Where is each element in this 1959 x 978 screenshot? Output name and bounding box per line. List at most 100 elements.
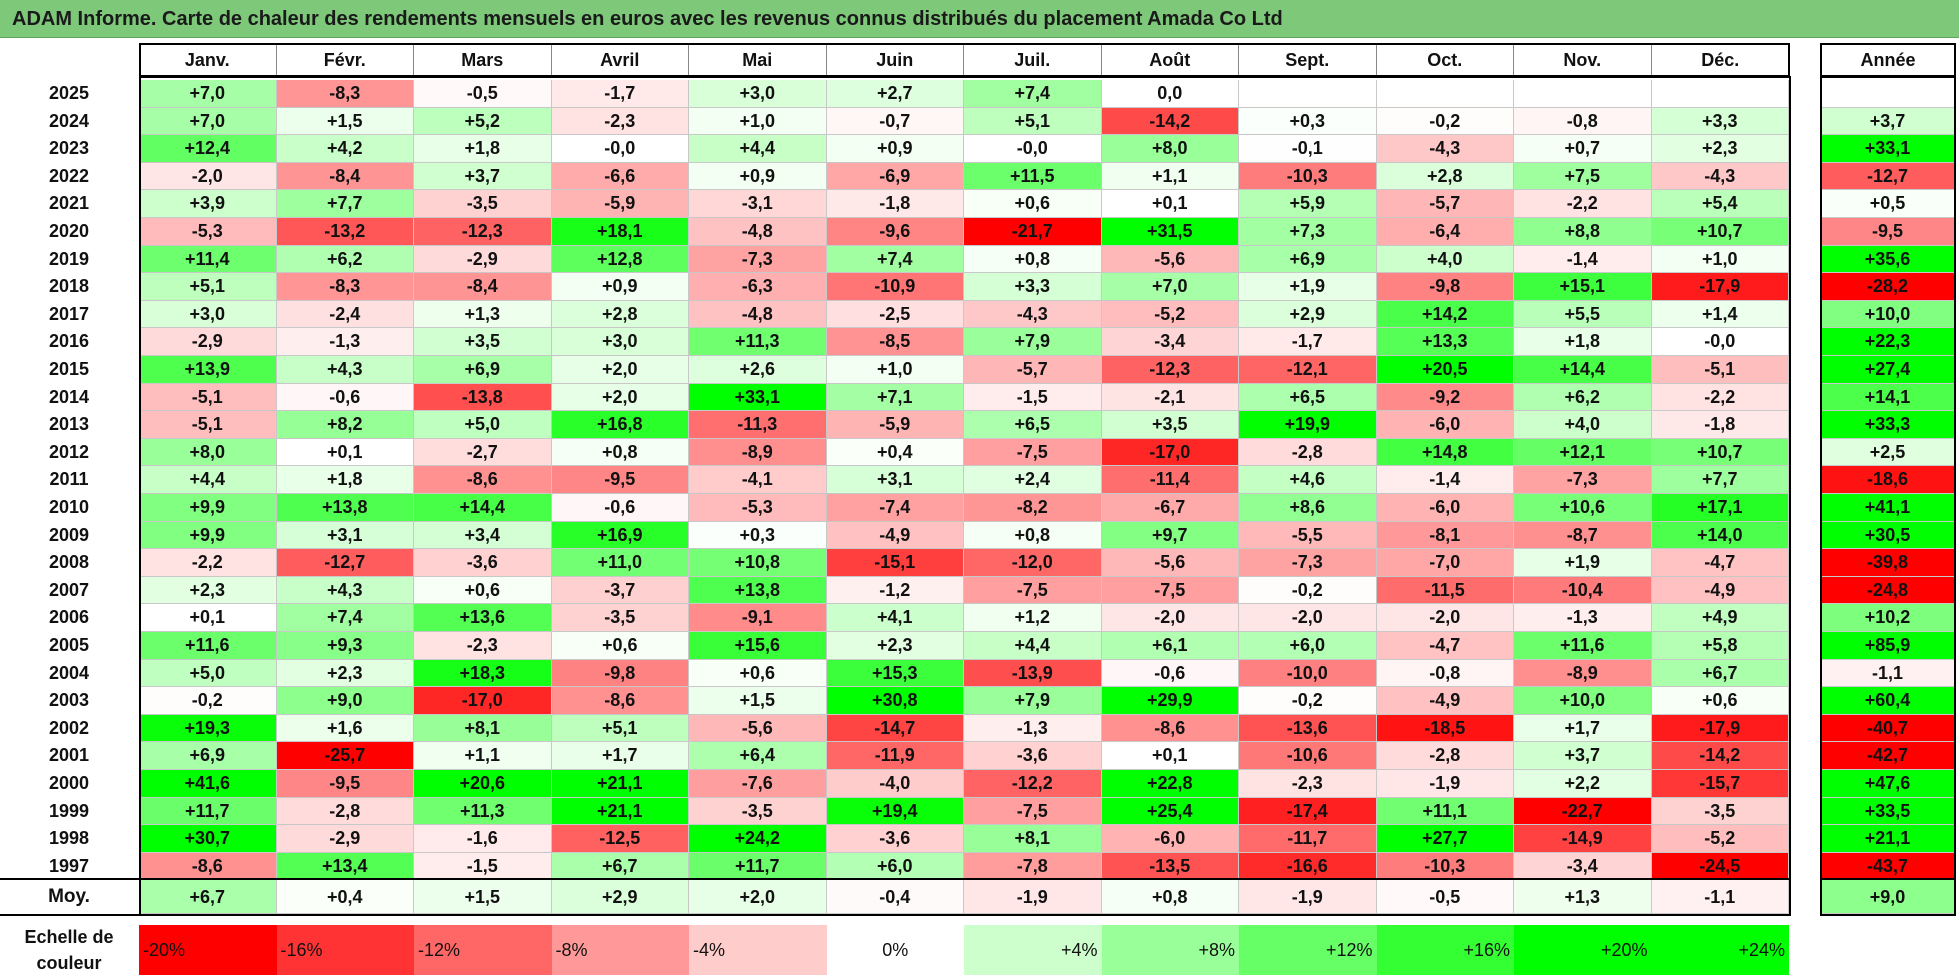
color-scale-step: -20% bbox=[139, 925, 277, 975]
heatmap-cell: +0,8 bbox=[964, 245, 1102, 274]
heatmap-cell: +10,0 bbox=[1514, 687, 1652, 715]
annual-cell: +85,9 bbox=[1820, 632, 1956, 660]
annual-cell: +27,4 bbox=[1820, 356, 1956, 384]
heatmap-cell: -8,6 bbox=[1101, 714, 1239, 743]
heatmap-cell: +5,1 bbox=[964, 107, 1102, 136]
heatmap-cell: -6,9 bbox=[826, 162, 964, 191]
heatmap-cell: +3,0 bbox=[139, 300, 277, 329]
color-scale-step: -12% bbox=[414, 925, 552, 975]
heatmap-cell: +1,8 bbox=[276, 466, 414, 494]
heatmap-cell: +17,1 bbox=[1651, 494, 1789, 522]
annual-cell: +35,6 bbox=[1820, 245, 1956, 274]
heatmap-cell bbox=[1239, 80, 1377, 108]
heatmap-cell: -1,5 bbox=[414, 852, 552, 881]
heatmap-cell: +3,7 bbox=[1514, 742, 1652, 770]
heatmap-cell: -15,1 bbox=[826, 549, 964, 577]
heatmap-cell: -0,2 bbox=[1239, 576, 1377, 605]
heatmap-cell: -9,1 bbox=[689, 604, 827, 632]
heatmap-cell: +5,5 bbox=[1514, 300, 1652, 329]
heatmap-cell: -7,5 bbox=[964, 797, 1102, 826]
heatmap-cell: +6,9 bbox=[139, 742, 277, 770]
average-cell: -1,9 bbox=[1239, 880, 1377, 914]
color-scale-step: +16% bbox=[1376, 925, 1514, 975]
heatmap-cell: +1,9 bbox=[1239, 273, 1377, 301]
heatmap-cell: +1,5 bbox=[276, 107, 414, 136]
heatmap-cell: +0,9 bbox=[826, 135, 964, 163]
heatmap-cell: -7,6 bbox=[689, 770, 827, 798]
heatmap-cell: -2,8 bbox=[276, 797, 414, 826]
heatmap-cell: +1,9 bbox=[1514, 549, 1652, 577]
heatmap-cell: +7,5 bbox=[1514, 162, 1652, 191]
heatmap-cell: -4,9 bbox=[826, 521, 964, 550]
heatmap-cell: -2,9 bbox=[276, 825, 414, 853]
average-label: Moy. bbox=[48, 886, 90, 907]
heatmap-cell: -11,3 bbox=[689, 411, 827, 439]
heatmap-cell: +15,1 bbox=[1514, 273, 1652, 301]
annual-cell bbox=[1820, 80, 1956, 108]
heatmap-cell: +15,3 bbox=[826, 659, 964, 688]
heatmap-cell: +3,3 bbox=[1651, 107, 1789, 136]
heatmap-cell: +3,9 bbox=[139, 190, 277, 218]
heatmap-cell: -1,3 bbox=[964, 714, 1102, 743]
heatmap-cell: -11,4 bbox=[1101, 466, 1239, 494]
heatmap-cell: +3,0 bbox=[689, 80, 827, 108]
average-cell: +2,0 bbox=[689, 880, 827, 914]
heatmap-cell: +7,0 bbox=[139, 107, 277, 136]
average-annual-cell: +9,0 bbox=[1820, 880, 1956, 914]
heatmap-cell: -7,5 bbox=[964, 576, 1102, 605]
heatmap-cell: +0,7 bbox=[1514, 135, 1652, 163]
heatmap-cell: +1,0 bbox=[1651, 245, 1789, 274]
heatmap-cell: -8,9 bbox=[689, 438, 827, 467]
heatmap-cell: +3,7 bbox=[414, 162, 552, 191]
heatmap-cell: +7,0 bbox=[1101, 273, 1239, 301]
heatmap-cell: -3,5 bbox=[1651, 797, 1789, 826]
heatmap-cell: -12,7 bbox=[276, 549, 414, 577]
heatmap-cell: +6,4 bbox=[689, 742, 827, 770]
heatmap-cell: +16,8 bbox=[551, 411, 689, 439]
heatmap-cell: +0,6 bbox=[1651, 687, 1789, 715]
heatmap-cell: +7,9 bbox=[964, 687, 1102, 715]
heatmap-cell: +7,4 bbox=[964, 80, 1102, 108]
annual-cell: +0,5 bbox=[1820, 190, 1956, 218]
heatmap-cell: -5,1 bbox=[1651, 356, 1789, 384]
color-scale-step: -4% bbox=[689, 925, 827, 975]
annual-cell: +30,5 bbox=[1820, 521, 1956, 550]
heatmap-cell: -2,2 bbox=[139, 549, 277, 577]
heatmap-cell: +1,0 bbox=[826, 356, 964, 384]
color-scale-step: 0% bbox=[826, 925, 964, 975]
heatmap-cell: +11,7 bbox=[689, 852, 827, 881]
heatmap-cell: +0,1 bbox=[1101, 742, 1239, 770]
heatmap-cell: +3,5 bbox=[1101, 411, 1239, 439]
heatmap-cell: -9,6 bbox=[826, 218, 964, 246]
heatmap-cell: +6,2 bbox=[1514, 383, 1652, 412]
heatmap-cell: +25,4 bbox=[1101, 797, 1239, 826]
heatmap-cell: -2,2 bbox=[1651, 383, 1789, 412]
month-header: Janv. bbox=[139, 45, 277, 75]
average-cell: -0,4 bbox=[826, 880, 964, 914]
heatmap-cell: -4,7 bbox=[1651, 549, 1789, 577]
heatmap-cell: -5,9 bbox=[826, 411, 964, 439]
heatmap-cell: +5,1 bbox=[139, 273, 277, 301]
color-scale-step: +8% bbox=[1101, 925, 1239, 975]
annual-cell: +10,0 bbox=[1820, 300, 1956, 329]
heatmap-cell: +11,1 bbox=[1376, 797, 1514, 826]
heatmap-cell: -11,5 bbox=[1376, 576, 1514, 605]
year-total-header: Année bbox=[1860, 50, 1916, 70]
heatmap-cell: +4,1 bbox=[826, 604, 964, 632]
heatmap-cell: -3,6 bbox=[414, 549, 552, 577]
heatmap-cell: -7,3 bbox=[1239, 549, 1377, 577]
year-label: 1997 bbox=[48, 855, 90, 876]
year-label: 2022 bbox=[48, 165, 90, 186]
heatmap-cell: -17,9 bbox=[1651, 273, 1789, 301]
year-label: 1998 bbox=[48, 828, 90, 849]
heatmap-cell: +0,3 bbox=[689, 521, 827, 550]
heatmap-cell: -3,5 bbox=[551, 604, 689, 632]
heatmap-cell: 0,0 bbox=[1101, 80, 1239, 108]
annual-cell: +22,3 bbox=[1820, 328, 1956, 356]
heatmap-cell: -7,5 bbox=[964, 438, 1102, 467]
heatmap-cell: +1,0 bbox=[689, 107, 827, 136]
heatmap-cell: +7,1 bbox=[826, 383, 964, 412]
heatmap-cell: -1,8 bbox=[826, 190, 964, 218]
annual-cell: +41,1 bbox=[1820, 494, 1956, 522]
heatmap-cell: +2,8 bbox=[551, 300, 689, 329]
